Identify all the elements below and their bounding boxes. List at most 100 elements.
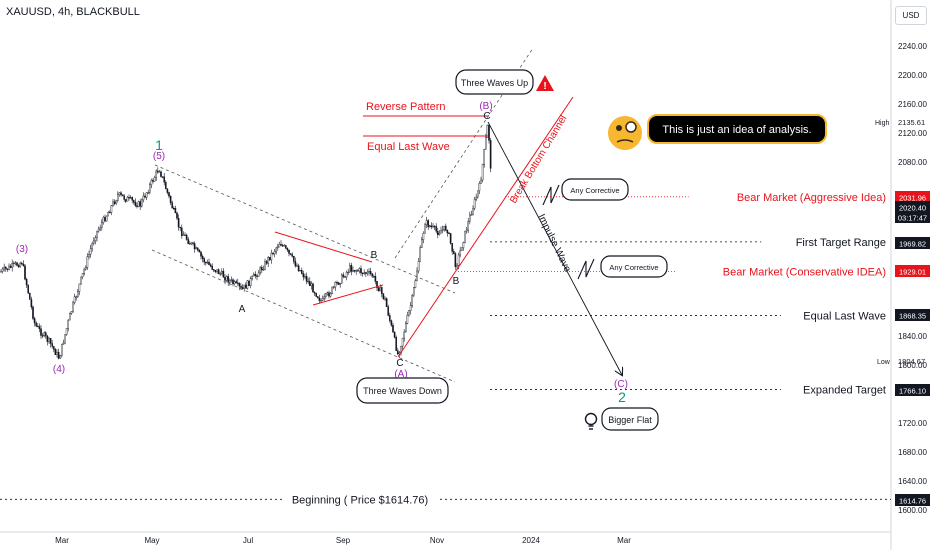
candle-body [430,225,433,227]
candle-body [424,224,426,234]
candle-body [54,348,57,356]
candle-body [294,261,297,267]
candle-body [21,262,23,265]
candle-body [411,295,414,306]
down-channel [151,164,456,383]
candle-body [454,253,457,268]
candle-body [212,269,215,271]
price-tag-text: 1766.10 [899,387,926,396]
x-tick-label: Mar [55,536,69,545]
candle-body [403,331,406,339]
candle-body [355,270,358,272]
candle-body [188,243,191,245]
candle-body [91,243,93,249]
candle-body [272,252,274,255]
time-axis[interactable]: Mar May Jul Sep Nov 2024 Mar [0,531,891,545]
reverse-pattern-label: Reverse Pattern [366,101,445,113]
y-tick-label: 1720.00 [898,419,927,428]
candle-body [309,281,311,286]
candle-body [46,335,49,342]
price-tag-text: 1929.01 [899,268,926,277]
candle-body [368,271,370,273]
candle-body [201,256,204,259]
price-tag [895,494,930,506]
candle-body [267,257,270,264]
price-axis[interactable]: 2240.00 2200.00 2160.00 2120.00 2080.00 1840.… [890,0,927,550]
candle-body [35,322,37,327]
candle-body [25,279,28,286]
level-label: Bear Market (Aggressive Idea) [737,192,886,204]
y-tick-label: 2200.00 [898,71,927,80]
candle-body [365,272,367,274]
candle-body [281,245,284,247]
candle-body [409,305,412,311]
x-tick-label: Nov [430,536,444,545]
candle-body [435,226,438,232]
candle-body [86,256,89,268]
candle-body [278,243,281,248]
candle-body [433,225,436,228]
candle-body [190,242,193,245]
candle-body [393,331,396,338]
price-tag [895,201,930,213]
price-tag-text: 2031.96 [899,194,926,203]
candle-body [99,227,101,230]
candle-body [382,293,385,299]
level-label: Expanded Target [803,385,886,397]
candle-body [214,270,217,272]
candle-body [408,310,410,316]
candle-body [363,272,366,274]
candle-body [373,276,375,278]
candle-body [240,286,242,288]
candle-body [78,283,81,292]
candle-body [177,218,180,228]
candle-body [9,265,12,268]
currency-button[interactable]: USD [895,6,927,25]
candle-body [116,194,119,201]
candle-body [360,268,362,274]
candle-body [299,270,302,272]
candle-body [461,247,463,251]
candle-body [57,352,60,359]
y-tick-label: 2240.00 [898,42,927,51]
candle-body [251,275,254,279]
candle-body [187,239,190,244]
candle-body [38,326,41,329]
candle-body [445,225,447,231]
candle-body [448,232,450,234]
wave-label-c-paren: (C) [614,379,628,390]
candle-body [283,245,286,247]
svg-text:Three Waves Up: Three Waves Up [461,78,528,88]
candle-body [467,221,470,231]
candle-body [0,271,2,273]
candle-body [344,276,346,278]
candle-body [198,250,201,253]
candle-body [254,274,257,276]
candle-body [374,276,377,282]
candle-body [11,263,14,268]
low-value: 1804.67 [898,357,925,366]
candle-body [115,200,117,204]
candle-body [136,205,138,207]
candle-body [96,230,98,238]
candle-body [17,265,20,268]
candle-body [341,274,343,284]
candle-body [203,258,206,263]
y-tick-label: 2120.00 [898,129,927,138]
candle-body [422,233,425,240]
candle-body [65,328,68,335]
bigger-flat-callout: Bigger Flat [601,407,659,431]
candle-body [486,125,489,138]
candle-body [40,328,42,336]
candle-body [139,201,142,207]
svg-text:Any Corrective: Any Corrective [570,186,619,195]
candle-body [291,254,294,257]
candle-body [67,319,69,329]
candle-body [209,264,212,267]
price-tag [895,237,930,249]
candle-body [297,265,300,272]
price-tag-text: 2020.40 [899,204,926,213]
candle-body [200,251,202,257]
candle-body [269,257,271,261]
